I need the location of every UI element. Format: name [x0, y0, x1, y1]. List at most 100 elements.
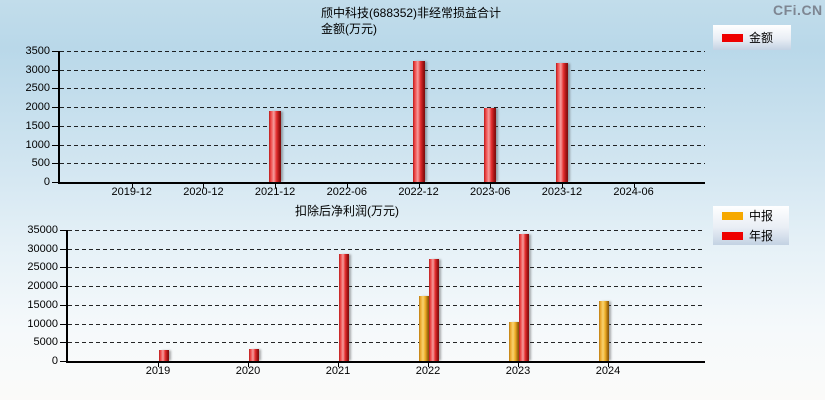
y-tick-2500	[52, 88, 58, 90]
y-tick-label: 0	[51, 355, 58, 367]
x-tick-label: 2024	[595, 365, 621, 377]
gridline-500	[60, 163, 705, 165]
y-tick-label: 30000	[27, 242, 58, 255]
bar-中报-2023	[509, 322, 519, 361]
legend-item-interim: 中报	[722, 207, 780, 224]
gridline-1000	[60, 144, 705, 146]
y-tick-0	[60, 361, 66, 362]
x-tick-label: 2021	[325, 365, 351, 377]
x-tick-2021-12	[275, 184, 277, 188]
y-tick-15000	[60, 304, 66, 306]
x-tick-2020	[248, 363, 249, 367]
x-axis-line	[66, 361, 705, 363]
x-axis-line	[58, 182, 705, 184]
gridline-3500	[60, 51, 705, 52]
y-tick-1500	[52, 125, 58, 127]
bar-年报-2023	[519, 233, 529, 361]
amount-swatch	[722, 33, 743, 42]
gridline-5000	[68, 342, 705, 344]
top-chart-subtitle: 金额(万元)	[321, 22, 377, 36]
annual-legend-label: 年报	[749, 229, 774, 243]
bar-中报-2022	[419, 296, 429, 361]
y-tick-label: 10000	[27, 317, 58, 330]
x-tick-label: 2019-12	[111, 186, 152, 198]
y-tick-10000	[60, 323, 66, 325]
y-tick-label: 3000	[25, 63, 50, 76]
y-tick-label: 1000	[25, 138, 50, 151]
gridline-10000	[68, 323, 705, 325]
gridline-20000	[68, 286, 705, 288]
y-tick-label: 2500	[25, 82, 50, 95]
y-tick-2000	[52, 107, 58, 109]
gridline-15000	[68, 304, 705, 306]
gridline-30000	[68, 248, 705, 250]
y-tick-label: 25000	[27, 261, 58, 274]
y-tick-label: 20000	[27, 280, 58, 293]
interim-legend-label: 中报	[749, 209, 774, 223]
x-tick-label: 2024-06	[613, 186, 654, 198]
annual-report-swatch	[722, 231, 743, 240]
x-tick-2019	[158, 363, 159, 367]
x-tick-2022-12	[418, 184, 420, 188]
x-tick-2024-06	[633, 184, 635, 188]
x-tick-2023-06	[490, 184, 492, 188]
bar-年报-2019	[159, 350, 169, 361]
gridline-2500	[60, 88, 705, 90]
bar-年报-2022	[429, 259, 439, 361]
y-tick-label: 3500	[25, 45, 50, 57]
y-tick-label: 15000	[27, 298, 58, 311]
y-axis-line	[66, 230, 68, 363]
x-tick-label: 2020-12	[183, 186, 224, 198]
amount-legend-label: 金额	[749, 31, 774, 45]
gridline-35000	[68, 230, 705, 231]
x-tick-label: 2019	[145, 365, 171, 377]
y-tick-3500	[52, 51, 58, 52]
y-tick-30000	[60, 248, 66, 250]
y-tick-5000	[60, 342, 66, 344]
x-tick-2023	[518, 363, 519, 367]
bar-年报-2020	[249, 349, 259, 361]
y-tick-1000	[52, 144, 58, 146]
x-tick-2023-12	[561, 184, 563, 188]
bar-金额-2023-12	[555, 63, 568, 182]
x-tick-2024	[608, 363, 609, 367]
y-tick-label: 0	[43, 176, 50, 188]
y-tick-500	[52, 163, 58, 165]
gridline-1500	[60, 125, 705, 127]
y-tick-label: 2000	[25, 101, 50, 114]
top-chart-title: 颀中科技(688352)非经常损益合计 金额(万元)	[321, 5, 501, 37]
gridline-2000	[60, 107, 705, 109]
y-tick-25000	[60, 267, 66, 269]
x-tick-label: 2022	[415, 365, 441, 377]
legend-item-annual: 年报	[722, 227, 780, 244]
cfi-logo: CFi.CN	[773, 2, 823, 18]
x-tick-label: 2023-06	[470, 186, 511, 198]
bar-年报-2021	[339, 253, 349, 361]
top-chart-title-line1: 颀中科技(688352)非经常损益合计	[321, 6, 502, 20]
x-tick-label: 2022-12	[398, 186, 439, 198]
x-tick-2020-12	[203, 184, 205, 188]
x-tick-2019-12	[131, 184, 133, 188]
y-tick-label: 500	[31, 157, 50, 170]
y-tick-label: 5000	[33, 336, 58, 349]
bottom-chart-legend: 中报 年报	[713, 206, 789, 245]
x-tick-label: 2021-12	[254, 186, 296, 198]
gridline-3000	[60, 69, 705, 71]
x-tick-label: 2023-12	[541, 186, 583, 198]
y-tick-3000	[52, 69, 58, 71]
top-chart-legend: 金额	[713, 25, 791, 50]
x-tick-2021	[338, 363, 339, 367]
bar-金额-2021-12	[269, 111, 282, 182]
x-tick-2022-06	[346, 184, 348, 188]
y-tick-0	[52, 182, 58, 183]
bottom-chart-title: 扣除后净利润(万元)	[295, 203, 399, 219]
bar-金额-2022-12	[412, 60, 425, 182]
y-tick-35000	[60, 230, 66, 231]
legend-item-amount: 金额	[722, 29, 782, 46]
bar-金额-2023-06	[484, 108, 497, 182]
gridline-25000	[68, 267, 705, 269]
x-tick-label: 2022-06	[326, 186, 367, 198]
bar-中报-2024	[599, 301, 609, 361]
y-tick-label: 35000	[27, 224, 58, 236]
